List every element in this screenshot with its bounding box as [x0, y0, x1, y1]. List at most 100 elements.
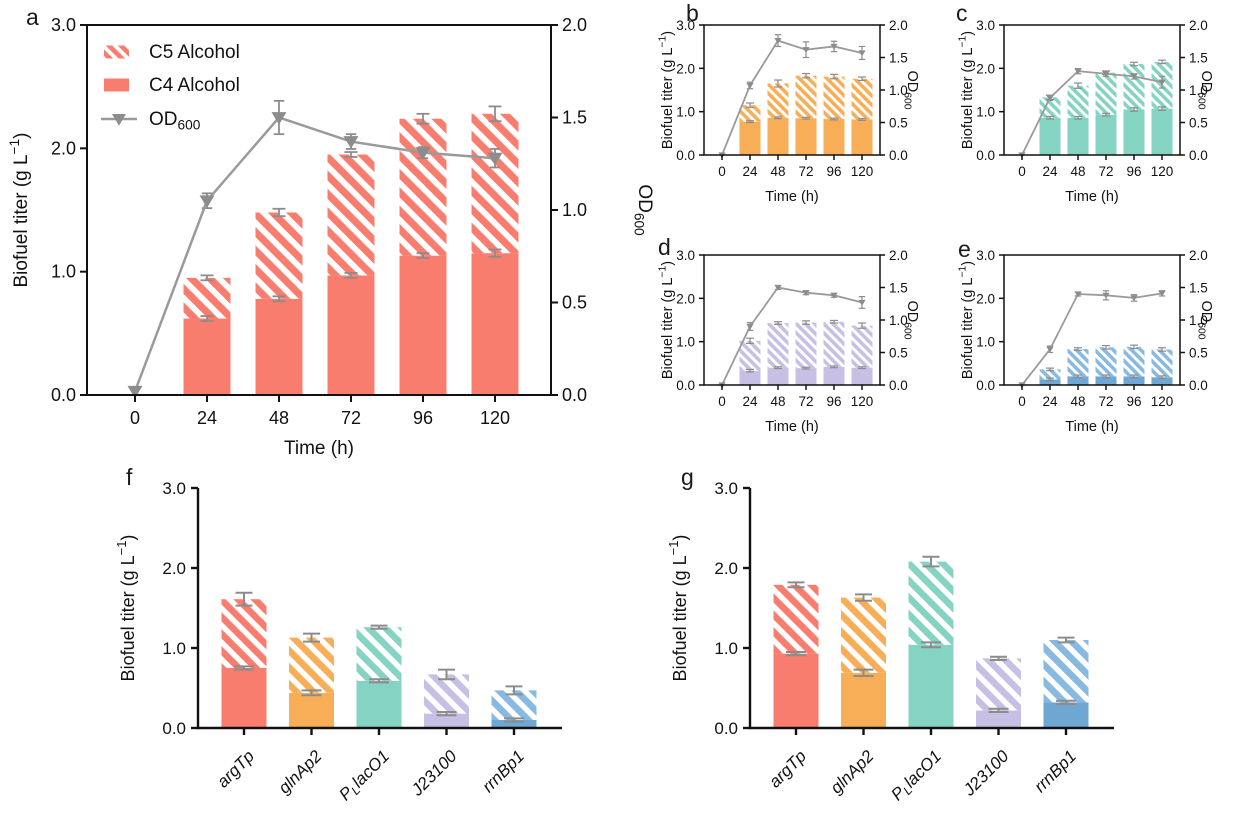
x-tick-label: 48: [770, 394, 785, 409]
bar-c4-alcohol: [767, 367, 789, 385]
bar-c5-alcohol: [399, 118, 447, 256]
category-label: PLlacO1: [335, 746, 395, 806]
bar-c5-alcohol: [183, 277, 231, 319]
legend-label-od600: OD600: [149, 109, 201, 133]
panel-d-time-course-chart: 0.0 1.0 2.0 3.0 0.0 0.5 1.0 1.5 2.0 0 24 48 72 96 120 T…: [657, 248, 920, 436]
bar-c4-alcohol: [739, 370, 761, 385]
x-tick-label: 120: [851, 394, 874, 409]
error-bar: [1158, 347, 1166, 352]
error-bar: [303, 632, 320, 643]
right-tick-label: 0.0: [1189, 148, 1208, 163]
panel-e-time-course-chart: 0.0 1.0 2.0 3.0 0.0 0.5 1.0 1.5 2.0 0 24 48 72 96 120 T…: [957, 248, 1214, 436]
error-bar: [746, 368, 754, 373]
error-bar: [746, 102, 754, 108]
error-bar: [922, 555, 940, 568]
x-tick-label: 96: [1126, 394, 1141, 409]
error-bar: [786, 651, 806, 657]
left-axis-title: Biofuel titer (g L−1): [666, 535, 690, 682]
x-tick-label: 0: [1018, 394, 1026, 409]
bar-c4-alcohol: [1043, 702, 1089, 728]
bar-error-bars: [786, 555, 1076, 713]
od600-marker: [1158, 79, 1166, 86]
error-bar: [802, 320, 810, 325]
bar-c4-alcohol: [841, 672, 886, 728]
od600-marker: [1130, 295, 1138, 302]
category-label: argTp: [213, 746, 258, 791]
error-bar: [853, 668, 874, 677]
panel-g-promoter-chart: 0.0 1.0 2.0 3.0 argTp glnAp2 PLlacO1 J23100 rrnB…: [666, 479, 1114, 806]
right-axis-title: OD600: [1196, 300, 1214, 339]
error-bar: [438, 668, 455, 681]
left-axis-title: Biofuel titer (g L−1): [957, 31, 976, 149]
bar-c4-alcohol: [908, 644, 954, 728]
bar-c4-alcohol: [795, 118, 817, 155]
bar-c5-alcohol: [1095, 347, 1117, 377]
bar-c5-alcohol: [356, 627, 402, 681]
od600-series: [718, 34, 866, 159]
error-bar: [1046, 115, 1054, 120]
left-tick-label: 0.0: [976, 378, 995, 393]
bar-error-bars: [746, 72, 866, 124]
error-bar: [1074, 347, 1082, 351]
right-tick-label: 1.5: [562, 108, 587, 128]
error-bar: [344, 151, 358, 158]
bar-c5-alcohol: [1067, 349, 1089, 377]
left-axis-title: Biofuel titer (g L−1): [6, 132, 31, 287]
bar-c4-alcohol: [739, 121, 761, 155]
category-label: argTp: [765, 746, 810, 791]
od600-marker: [199, 195, 215, 208]
legend-label-c4: C4 Alcohol: [149, 75, 240, 96]
od600-marker: [802, 47, 810, 54]
error-bar: [802, 116, 810, 120]
error-bar: [1158, 59, 1166, 65]
bar-c4-alcohol: [851, 119, 873, 155]
left-tick-label: 3.0: [976, 18, 995, 33]
bar-c5-alcohol: [1151, 349, 1173, 378]
left-tick-label: 1.0: [976, 104, 995, 119]
right-tick-label: 2.0: [889, 18, 908, 33]
error-bar: [1130, 107, 1138, 112]
bar-c5-alcohol: [1067, 85, 1089, 118]
error-bar: [988, 707, 1009, 713]
bar-c4-alcohol: [795, 368, 817, 385]
error-bar: [830, 319, 838, 324]
left-tick-label: 0.0: [676, 378, 695, 393]
od600-marker: [802, 290, 810, 297]
error-bar: [235, 591, 253, 607]
error-bar: [1130, 61, 1138, 67]
panel-letter-a: a: [26, 4, 39, 30]
bar-c5-alcohol: [1123, 64, 1145, 110]
bar-c5-alcohol: [1123, 346, 1145, 377]
x-tick-label: 48: [1070, 164, 1085, 179]
x-tick-label: 24: [742, 164, 758, 179]
od600-marker: [112, 113, 126, 126]
x-tick-label: 72: [1098, 164, 1113, 179]
error-bar: [774, 79, 782, 88]
right-axis-title: OD600: [902, 300, 920, 339]
od600-marker: [1102, 71, 1110, 78]
od600-marker: [1158, 290, 1166, 297]
left-tick-label: 2.0: [162, 559, 186, 578]
category-label: PLlacO1: [887, 746, 947, 806]
category-label: J23100: [407, 746, 461, 800]
x-axis-title: Time (h): [1065, 419, 1118, 435]
right-axis-title: OD600: [632, 184, 656, 236]
bar-c4-alcohol: [399, 255, 447, 395]
plot-axes: [743, 486, 1114, 735]
od600-line: [721, 39, 863, 156]
bar-c5-alcohol: [1043, 640, 1089, 703]
bar-c5-alcohol: [255, 212, 303, 299]
x-tick-label: 120: [1151, 164, 1174, 179]
x-tick-label: 72: [798, 164, 813, 179]
x-tick-label: 96: [1126, 164, 1141, 179]
error-bar: [504, 717, 524, 723]
bar-c4-alcohol: [1151, 108, 1173, 155]
bar-c5-alcohol: [1039, 369, 1061, 380]
error-bar: [488, 105, 502, 123]
right-axis-title: OD600: [902, 70, 920, 109]
right-tick-label: 1.0: [1189, 83, 1208, 98]
x-tick-label: 120: [851, 164, 874, 179]
bar-c4-alcohol: [1039, 117, 1061, 155]
od600-series: [718, 284, 866, 389]
right-tick-label: 0.0: [889, 148, 908, 163]
